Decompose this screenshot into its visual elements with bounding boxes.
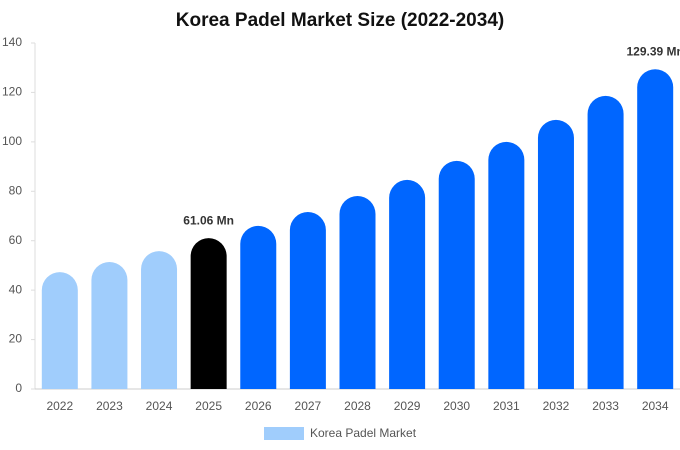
bar xyxy=(91,261,128,389)
bar xyxy=(537,119,574,389)
x-tick-label: 2029 xyxy=(394,399,421,413)
bar xyxy=(389,179,426,389)
x-tick-label: 2025 xyxy=(195,399,222,413)
x-tick-label: 2034 xyxy=(642,399,669,413)
y-tick-label: 20 xyxy=(9,332,23,346)
x-tick-label: 2032 xyxy=(543,399,570,413)
y-tick-label: 80 xyxy=(9,183,23,197)
x-tick-label: 2028 xyxy=(344,399,371,413)
bar xyxy=(41,272,78,389)
bar xyxy=(438,160,475,389)
bar xyxy=(190,238,227,389)
value-label: 129.39 Mn xyxy=(627,44,680,58)
x-tick-label: 2031 xyxy=(493,399,520,413)
chart-title: Korea Padel Market Size (2022-2034) xyxy=(176,10,504,31)
x-tick-label: 2022 xyxy=(46,399,73,413)
x-tick-label: 2023 xyxy=(96,399,123,413)
y-tick-label: 100 xyxy=(2,134,22,148)
y-tick-label: 0 xyxy=(15,381,22,395)
legend-swatch xyxy=(264,427,304,440)
bar xyxy=(339,195,376,389)
legend-label: Korea Padel Market xyxy=(310,426,417,440)
value-label: 61.06 Mn xyxy=(183,213,234,227)
x-tick-label: 2026 xyxy=(245,399,272,413)
x-tick-label: 2027 xyxy=(295,399,322,413)
bar xyxy=(289,212,326,389)
y-tick-label: 140 xyxy=(2,35,22,49)
x-tick-label: 2033 xyxy=(592,399,619,413)
y-tick-label: 60 xyxy=(9,233,23,247)
x-tick-label: 2030 xyxy=(443,399,470,413)
bar xyxy=(240,225,277,389)
y-tick-label: 120 xyxy=(2,85,22,99)
y-tick-label: 40 xyxy=(9,282,23,296)
bar xyxy=(488,141,525,389)
bar xyxy=(587,95,624,389)
bar xyxy=(637,69,674,389)
bar xyxy=(141,251,178,389)
x-tick-label: 2024 xyxy=(146,399,173,413)
